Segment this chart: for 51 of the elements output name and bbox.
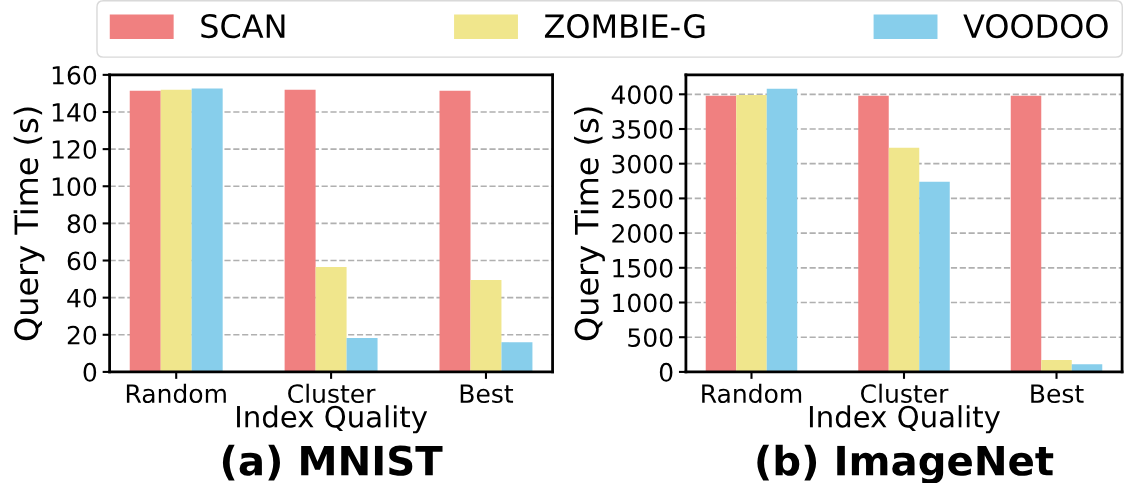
bar [1041, 360, 1072, 372]
y-tick-label: 80 [67, 214, 97, 234]
x-tick-label: Random [126, 383, 226, 404]
x-tick-label: Cluster [861, 383, 949, 404]
y-tick-label: 0 [659, 362, 673, 382]
legend-label: VOODOO [963, 14, 1108, 39]
y-tick-label: 40 [67, 288, 97, 308]
bar [888, 147, 920, 372]
bar [160, 89, 192, 372]
x-axis-title: Index Quality [237, 405, 428, 434]
bar [1010, 95, 1042, 372]
y-axis-title: Query Time (s) [574, 107, 605, 341]
bar [919, 181, 950, 372]
y-tick-label: 3000 [612, 154, 673, 174]
y-tick-label: 2000 [612, 224, 673, 243]
y-tick-label: 160 [52, 65, 97, 85]
y-tick-label: 500 [628, 328, 673, 348]
y-tick-label: 4000 [611, 85, 673, 105]
bar [439, 90, 471, 372]
bar [1071, 364, 1103, 372]
bar [858, 95, 889, 372]
y-axis-title: Query Time (s) [13, 107, 45, 341]
y-tick-label: 140 [52, 102, 97, 122]
bar [284, 89, 316, 372]
bar [766, 88, 798, 372]
x-axis-title: Index Quality [809, 405, 1001, 434]
x-tick-label: Best [1031, 384, 1084, 404]
bar [191, 88, 223, 372]
y-tick-label: 0 [83, 362, 97, 382]
text: (a) MNIST [222, 444, 443, 481]
bar [470, 280, 502, 372]
legend-label: SCAN [201, 14, 285, 39]
bar [315, 267, 347, 372]
text: (b) ImageNet [757, 444, 1054, 483]
bar [346, 337, 378, 372]
y-tick-label: 60 [67, 251, 97, 271]
y-tick-label: 3500 [612, 119, 673, 139]
bar [501, 342, 533, 372]
x-tick-label: Best [460, 384, 514, 404]
y-tick-label: 1000 [613, 293, 673, 313]
x-tick-label: Random [702, 383, 802, 404]
y-tick-label: 20 [67, 325, 97, 345]
y-tick-label: 1500 [613, 258, 673, 278]
bar [705, 95, 737, 372]
legend-label: ZOMBIE-G [544, 14, 705, 39]
y-tick-label: 2500 [612, 189, 673, 209]
x-tick-label: Cluster [288, 383, 376, 404]
bar [736, 94, 767, 372]
y-tick-label: 120 [52, 140, 97, 159]
y-tick-label: 100 [52, 177, 97, 197]
bar [129, 90, 161, 372]
